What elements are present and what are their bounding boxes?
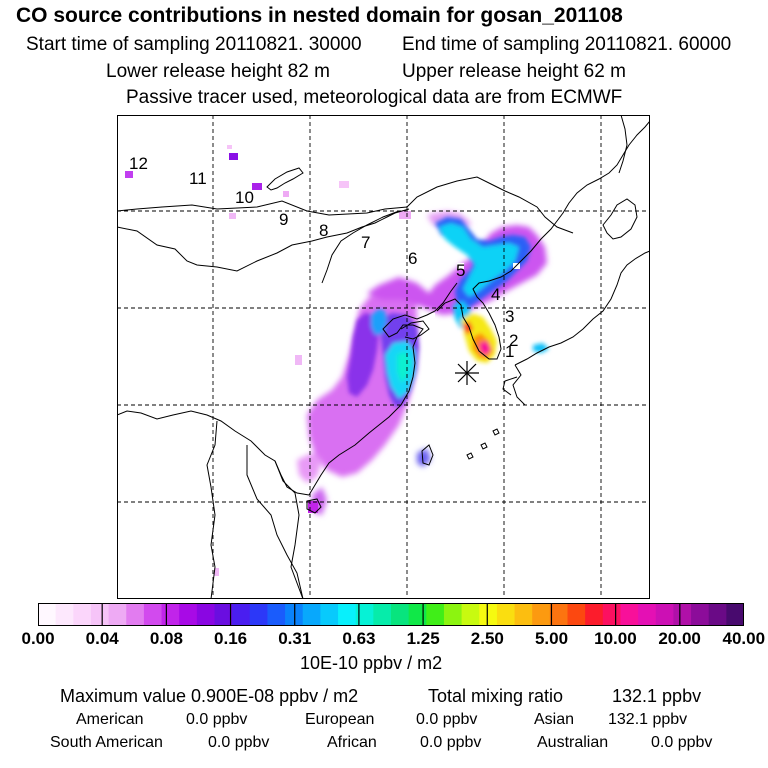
colorbar-swatch [585, 603, 604, 626]
colorbar-swatch [426, 603, 445, 626]
colorbar-swatch [691, 603, 710, 626]
graticule-lines [117, 115, 650, 599]
colorbar-swatch [143, 603, 163, 626]
colorbar-unit: 10E-10 ppbv / m2 [300, 653, 443, 673]
colorbar-swatch [567, 603, 586, 626]
source-value-african: 0.0 ppbv [420, 734, 482, 751]
trajectory-label-5: 5 [456, 261, 465, 280]
colorbar-swatch [549, 603, 569, 626]
trajectory-label-12: 12 [129, 154, 148, 173]
colorbar-swatch [391, 603, 410, 626]
colorbar-swatch [620, 603, 639, 626]
colorbar-swatch [461, 603, 480, 626]
colorbar-swatch [532, 603, 551, 626]
trajectory-label-2: 2 [509, 331, 518, 350]
max-value-text: Maximum value 0.900E-08 ppbv / m2 [60, 686, 359, 706]
colorbar-tick-label: 20.00 [658, 629, 701, 648]
total-mixing-label: Total mixing ratio [428, 686, 564, 706]
trajectory-label-11: 11 [189, 169, 207, 188]
tracer-note-text: Passive tracer used, meteorological data… [126, 87, 623, 108]
trajectory-label-7: 7 [361, 233, 370, 252]
colorbar-swatch [267, 603, 286, 626]
colorbar-swatch [126, 603, 145, 626]
colorbar-swatch [496, 603, 516, 626]
colorbar-tick-label: 0.31 [278, 629, 312, 648]
trajectory-label-6: 6 [408, 249, 417, 268]
colorbar-swatch [55, 603, 74, 626]
source-name-european: European [305, 711, 375, 728]
colorbar-tick-label: 0.63 [342, 629, 376, 648]
colorbar-tick-label: 0.08 [149, 629, 183, 648]
trajectory-label-1: 1 [505, 342, 514, 361]
colorbar-swatch [373, 603, 392, 626]
start-time-text: Start time of sampling 20110821. 30000 [26, 34, 362, 55]
trajectory-label-3: 3 [505, 307, 514, 326]
lower-release-height-text: Lower release height 82 m [106, 61, 330, 82]
receptor-star-icon [455, 361, 479, 385]
colorbar-tick-label: 10.00 [594, 629, 637, 648]
colorbar-swatch [655, 603, 674, 626]
trajectory-label-8: 8 [319, 221, 328, 240]
colorbar-swatch [196, 603, 216, 626]
colorbar-swatch [479, 603, 498, 626]
colorbar-swatch [161, 603, 180, 626]
trajectory-label-9: 9 [279, 210, 288, 229]
source-value-south-american: 0.0 ppbv [208, 734, 270, 751]
source-value-european: 0.0 ppbv [416, 711, 478, 728]
source-name-australian: Australian [537, 734, 609, 751]
map-panel: 12 11 10 9 8 7 6 5 4 3 2 1 [117, 115, 650, 599]
colorbar-swatch [602, 603, 622, 626]
colorbar-swatch [355, 603, 374, 626]
total-mixing-value: 132.1 ppbv [612, 686, 702, 706]
colorbar-tick-label: 5.00 [534, 629, 569, 648]
colorbar-swatch [302, 603, 321, 626]
source-name-asian: Asian [534, 711, 575, 728]
colorbar-swatch [320, 603, 339, 626]
colorbar-swatch [408, 603, 427, 626]
colorbar-swatch [232, 603, 251, 626]
source-value-asian: 132.1 ppbv [608, 711, 688, 728]
colorbar-swatch [443, 603, 463, 626]
colorbar-tick-label: 2.50 [470, 629, 504, 648]
colorbar-swatch [73, 603, 92, 626]
map-title: CO source contributions in nested domain… [16, 4, 623, 27]
trajectory-label-4: 4 [491, 285, 500, 304]
source-value-australian: 0.0 ppbv [651, 734, 713, 751]
source-value-american: 0.0 ppbv [186, 711, 248, 728]
colorbar-swatch [179, 603, 198, 626]
colorbar-swatch [108, 603, 127, 626]
colorbar [37, 603, 745, 626]
source-name-south-american: South American [50, 734, 163, 751]
colorbar-tick-label: 40.00 [722, 629, 766, 648]
concentration-field [125, 145, 549, 576]
trajectory-label-10: 10 [235, 188, 254, 207]
colorbar-swatch [214, 603, 233, 626]
upper-release-height-text: Upper release height 62 m [402, 61, 626, 82]
colorbar-tick-label: 0.00 [21, 629, 55, 648]
source-name-african: African [327, 734, 377, 751]
source-name-american: American [76, 711, 144, 728]
colorbar-swatch [514, 603, 533, 626]
colorbar-swatch [708, 603, 727, 626]
colorbar-tick-label: 0.16 [214, 629, 248, 648]
colorbar-swatch [38, 603, 57, 626]
end-time-text: End time of sampling 20110821. 60000 [402, 34, 732, 55]
colorbar-swatch [338, 603, 357, 626]
colorbar-swatch [638, 603, 657, 626]
colorbar-tick-label: 1.25 [406, 629, 440, 648]
colorbar-swatch [726, 603, 745, 626]
colorbar-tick-label: 0.04 [85, 629, 119, 648]
colorbar-swatch [673, 603, 692, 626]
colorbar-swatch [249, 603, 269, 626]
colorbar-swatch [90, 603, 110, 626]
